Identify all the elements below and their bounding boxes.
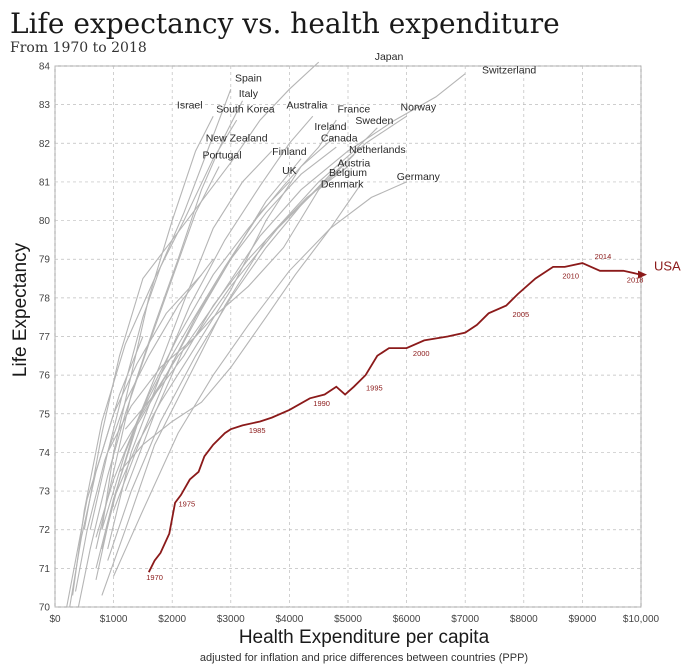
series-label-france: France <box>338 103 371 115</box>
series-line-australia <box>107 115 314 550</box>
series-label-japan: Japan <box>375 51 404 63</box>
y-tick-label: 72 <box>39 525 51 536</box>
year-label: 2018 <box>627 275 644 284</box>
country-labels: Japan Switzerland Spain Italy Israel South Ko… <box>177 51 537 191</box>
y-tick-label: 81 <box>39 177 51 188</box>
series-line-uk <box>95 181 290 538</box>
series-line-unlabeled <box>74 258 214 592</box>
grid <box>54 65 642 608</box>
country-lines <box>66 61 466 608</box>
year-label: 1975 <box>179 500 196 509</box>
y-tick-label: 74 <box>39 448 51 459</box>
series-label-italy: Italy <box>239 88 259 100</box>
chart-title: Life expectancy vs. health expenditure <box>10 7 560 40</box>
y-tick-label: 71 <box>39 564 51 575</box>
y-tick-label: 77 <box>39 332 51 343</box>
x-tick-label: $8000 <box>510 614 538 625</box>
y-tick-label: 70 <box>39 603 51 614</box>
series-label-israel: Israel <box>177 100 203 112</box>
y-tick-label: 75 <box>39 409 51 420</box>
x-tick-label: $5000 <box>334 614 362 625</box>
series-line-unlabeled <box>66 336 144 608</box>
series-line-ireland <box>95 135 337 569</box>
series-line-israel <box>101 115 214 530</box>
series-line-finland <box>95 158 302 581</box>
x-tick-label: $1000 <box>100 614 128 625</box>
year-label: 2014 <box>595 252 612 261</box>
series-line-japan <box>83 61 320 530</box>
series-label-netherlands: Netherlands <box>349 144 406 156</box>
x-tick-label: $6000 <box>393 614 421 625</box>
usa-series: USA 1970 1975 1985 1990 1995 2000 2005 2010 2014 2… <box>146 252 681 582</box>
series-label-sweden: Sweden <box>355 115 393 127</box>
series-label-new-zealand: New Zealand <box>206 132 268 144</box>
series-line-france <box>101 119 337 530</box>
y-tick-label: 82 <box>39 139 51 150</box>
y-axis-ticks: 70 71 72 73 74 75 76 77 78 79 80 81 82 83 84 <box>39 62 51 614</box>
x-tick-label: $2000 <box>158 614 186 625</box>
series-label-australia: Australia <box>287 100 328 112</box>
series-line-unlabeled <box>69 274 202 608</box>
x-tick-label: $4000 <box>275 614 303 625</box>
series-label-norway: Norway <box>401 101 437 113</box>
y-tick-label: 80 <box>39 216 51 227</box>
series-label-usa: USA <box>654 259 681 274</box>
series-line-italy <box>95 100 243 550</box>
series-label-austria: Austria <box>338 157 371 169</box>
year-label: 1970 <box>146 573 163 582</box>
x-tick-label: $10,000 <box>623 614 660 625</box>
y-tick-label: 79 <box>39 255 51 266</box>
x-axis-ticks: $0 $1000 $2000 $3000 $4000 $5000 $6000 $7000 $80… <box>49 614 659 625</box>
series-line-south-korea <box>72 119 238 596</box>
series-line-belgium <box>107 173 331 561</box>
series-label-canada: Canada <box>321 132 358 144</box>
x-tick-label: $0 <box>49 614 61 625</box>
series-line-portugal <box>77 166 220 608</box>
series-line-netherlands <box>119 154 355 453</box>
y-tick-label: 78 <box>39 293 51 304</box>
series-line-switzerland <box>124 73 466 492</box>
series-label-belgium: Belgium <box>329 167 367 179</box>
y-tick-label: 73 <box>39 487 51 498</box>
y-tick-label: 76 <box>39 371 51 382</box>
series-line-austria <box>101 166 349 596</box>
year-label: 2005 <box>513 310 530 319</box>
series-line-spain <box>89 89 232 530</box>
x-tick-label: $3000 <box>217 614 245 625</box>
series-label-portugal: Portugal <box>202 150 241 162</box>
x-tick-label: $7000 <box>451 614 479 625</box>
year-label: 1985 <box>249 426 266 435</box>
y-axis-label: Life Expectancy <box>10 242 31 377</box>
series-line-denmark <box>119 185 361 473</box>
series-label-south-korea: South Korea <box>216 103 275 115</box>
series-label-spain: Spain <box>235 72 262 84</box>
series-label-germany: Germany <box>397 171 441 183</box>
year-label: 2000 <box>413 349 430 358</box>
series-label-uk: UK <box>282 165 297 177</box>
x-tick-label: $9000 <box>568 614 596 625</box>
x-axis-note: adjusted for inflation and price differe… <box>200 652 528 664</box>
year-label: 1995 <box>366 384 383 393</box>
y-tick-label: 84 <box>39 62 51 73</box>
series-label-finland: Finland <box>272 146 307 158</box>
year-label: 1990 <box>313 399 330 408</box>
year-label: 2010 <box>562 272 579 281</box>
series-label-switzerland: Switzerland <box>482 65 536 77</box>
y-tick-label: 83 <box>39 100 51 111</box>
usa-arrowhead <box>638 270 647 279</box>
series-line-germany <box>113 181 407 577</box>
series-label-denmark: Denmark <box>321 179 364 191</box>
x-axis-label: Health Expenditure per capita <box>239 627 490 648</box>
series-label-ireland: Ireland <box>314 121 346 133</box>
chart-subtitle: From 1970 to 2018 <box>10 40 147 56</box>
series-line-usa <box>147 262 642 573</box>
